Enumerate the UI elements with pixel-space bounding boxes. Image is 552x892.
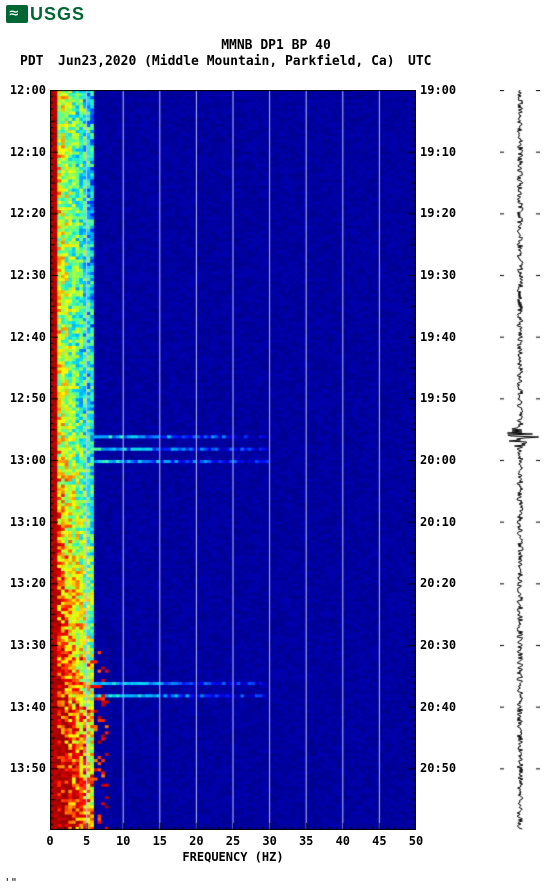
ytick-left: 13:20 <box>6 576 46 590</box>
x-axis-label: FREQUENCY (HZ) <box>50 850 416 864</box>
ytick-left: 13:10 <box>6 515 46 529</box>
ytick-right: 20:20 <box>420 576 456 590</box>
ytick-right: 20:30 <box>420 638 456 652</box>
xtick: 35 <box>296 834 316 848</box>
ytick-left: 12:10 <box>6 145 46 159</box>
xtick: 10 <box>113 834 133 848</box>
xtick: 45 <box>369 834 389 848</box>
ytick-right: 20:50 <box>420 761 456 775</box>
ytick-left: 13:30 <box>6 638 46 652</box>
ytick-left: 13:00 <box>6 453 46 467</box>
ytick-left: 13:40 <box>6 700 46 714</box>
seismogram-canvas <box>500 90 540 830</box>
ytick-right: 19:30 <box>420 268 456 282</box>
xtick: 0 <box>40 834 60 848</box>
chart-title: MMNB DP1 BP 40 <box>0 38 552 53</box>
ytick-right: 20:40 <box>420 700 456 714</box>
ytick-right: 19:10 <box>420 145 456 159</box>
xtick: 20 <box>186 834 206 848</box>
tz-right-label: UTC <box>408 54 431 69</box>
xtick: 25 <box>223 834 243 848</box>
logo-wave-icon <box>6 5 28 23</box>
logo-text: USGS <box>30 4 85 25</box>
ytick-right: 20:00 <box>420 453 456 467</box>
ytick-right: 19:20 <box>420 206 456 220</box>
ytick-right: 19:00 <box>420 83 456 97</box>
ytick-right: 19:40 <box>420 330 456 344</box>
xtick: 50 <box>406 834 426 848</box>
seismogram-trace <box>500 90 540 830</box>
xtick: 5 <box>77 834 97 848</box>
ytick-left: 12:20 <box>6 206 46 220</box>
date-station-label: Jun23,2020 (Middle Mountain, Parkfield, … <box>58 54 395 69</box>
ytick-right: 19:50 <box>420 391 456 405</box>
spectrogram-chart <box>50 90 416 830</box>
ytick-left: 12:00 <box>6 83 46 97</box>
xtick: 30 <box>260 834 280 848</box>
ytick-left: 12:30 <box>6 268 46 282</box>
ytick-left: 12:50 <box>6 391 46 405</box>
usgs-logo: USGS <box>6 4 85 24</box>
xtick: 15 <box>150 834 170 848</box>
footer-mark: '" <box>4 876 17 889</box>
ytick-right: 20:10 <box>420 515 456 529</box>
ytick-left: 12:40 <box>6 330 46 344</box>
xtick: 40 <box>333 834 353 848</box>
tz-left-label: PDT <box>20 54 43 69</box>
spectrogram-canvas <box>50 90 416 830</box>
ytick-left: 13:50 <box>6 761 46 775</box>
